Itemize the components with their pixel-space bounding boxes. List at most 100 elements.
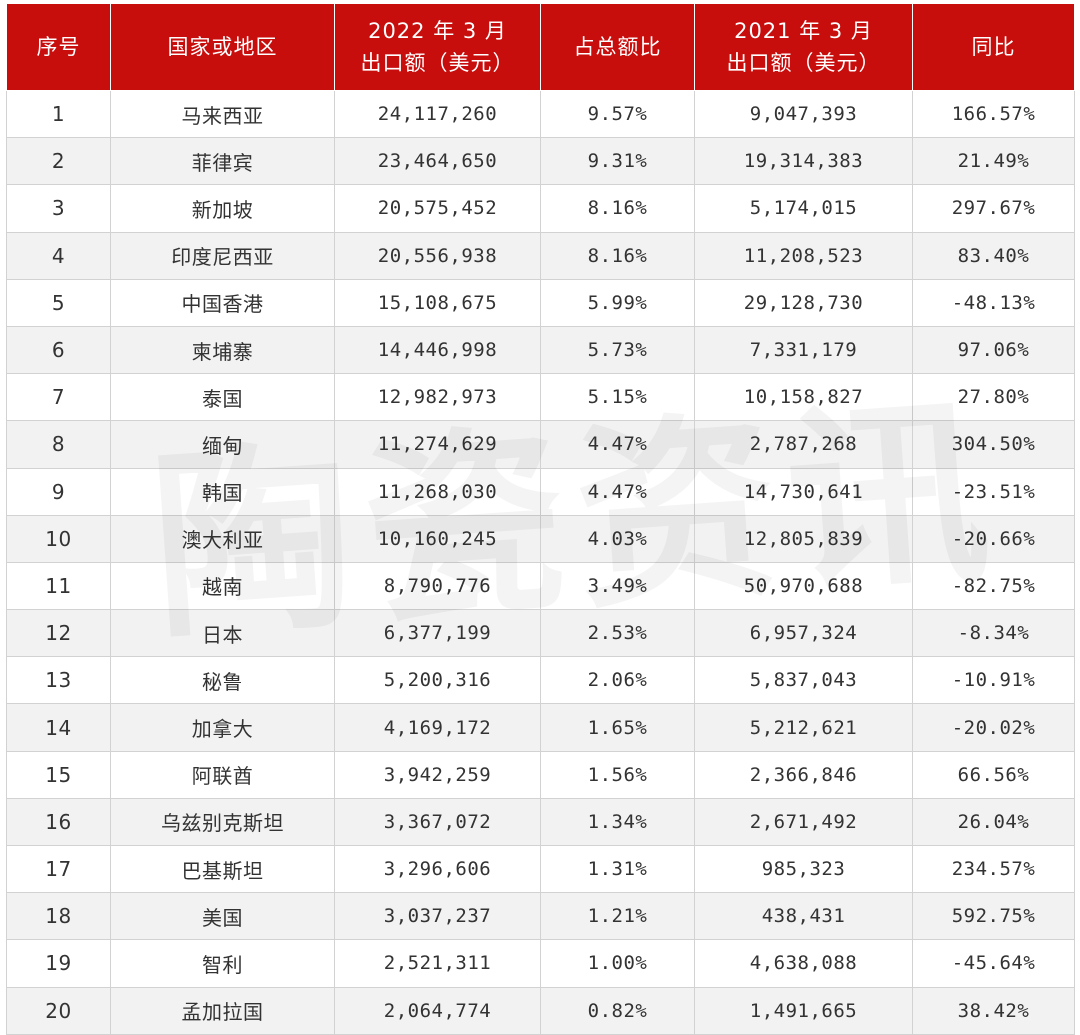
cell-share: 9.57%: [540, 89, 695, 139]
header-rank: 序号: [6, 3, 111, 91]
cell-share: 8.16%: [540, 184, 695, 233]
cell-country: 柬埔寨: [110, 325, 335, 375]
cell-export-2021: 50,970,688: [694, 561, 913, 611]
cell-export-2021: 29,128,730: [694, 278, 913, 327]
header-export-2021: 2021 年 3 月 出口额（美元）: [694, 3, 913, 91]
cell-export-2021: 5,837,043: [694, 656, 913, 705]
cell-share: 1.31%: [540, 844, 695, 894]
cell-rank: 9: [6, 467, 111, 516]
header-row: 序号 国家或地区 2022 年 3 月 出口额（美元） 占总额比 2021 年 …: [6, 3, 1075, 91]
table-row: 10 澳大利亚 10,160,245 4.03% 12,805,839 -20.66%: [6, 514, 1075, 563]
cell-rank: 20: [6, 986, 111, 1035]
header-export-2022: 2022 年 3 月 出口额（美元）: [334, 3, 541, 91]
cell-share: 1.65%: [540, 703, 695, 752]
cell-rank: 14: [6, 703, 111, 752]
cell-share: 1.21%: [540, 892, 695, 941]
cell-share: 3.49%: [540, 561, 695, 611]
cell-export-2022: 10,160,245: [334, 514, 541, 563]
export-ranking-table: 序号 国家或地区 2022 年 3 月 出口额（美元） 占总额比 2021 年 …: [6, 3, 1075, 1035]
cell-yoy: -82.75%: [912, 561, 1075, 611]
cell-country: 加拿大: [110, 703, 335, 752]
cell-export-2022: 6,377,199: [334, 609, 541, 658]
header-yoy: 同比: [912, 3, 1075, 91]
cell-country: 马来西亚: [110, 89, 335, 139]
cell-yoy: 234.57%: [912, 844, 1075, 894]
cell-export-2022: 24,117,260: [334, 89, 541, 139]
table-row: 15 阿联酋 3,942,259 1.56% 2,366,846 66.56%: [6, 750, 1075, 799]
cell-export-2021: 5,212,621: [694, 703, 913, 752]
table-row: 9 韩国 11,268,030 4.47% 14,730,641 -23.51%: [6, 467, 1075, 516]
cell-export-2022: 2,521,311: [334, 939, 541, 988]
cell-yoy: 166.57%: [912, 89, 1075, 139]
cell-rank: 4: [6, 231, 111, 280]
cell-export-2021: 10,158,827: [694, 373, 913, 422]
cell-rank: 10: [6, 514, 111, 563]
table-row: 17 巴基斯坦 3,296,606 1.31% 985,323 234.57%: [6, 844, 1075, 894]
cell-export-2022: 11,274,629: [334, 420, 541, 469]
cell-export-2021: 4,638,088: [694, 939, 913, 988]
cell-rank: 11: [6, 561, 111, 611]
cell-yoy: -23.51%: [912, 467, 1075, 516]
cell-share: 0.82%: [540, 986, 695, 1035]
header-export-2021-period: 2021 年 3 月: [734, 19, 873, 43]
cell-export-2022: 20,575,452: [334, 184, 541, 233]
cell-country: 孟加拉国: [110, 986, 335, 1035]
cell-rank: 13: [6, 656, 111, 705]
cell-yoy: 27.80%: [912, 373, 1075, 422]
cell-country: 中国香港: [110, 278, 335, 327]
cell-export-2021: 11,208,523: [694, 231, 913, 280]
cell-export-2022: 15,108,675: [334, 278, 541, 327]
cell-country: 秘鲁: [110, 656, 335, 705]
cell-country: 美国: [110, 892, 335, 941]
table-row: 20 孟加拉国 2,064,774 0.82% 1,491,665 38.42%: [6, 986, 1075, 1035]
cell-country: 智利: [110, 939, 335, 988]
cell-rank: 17: [6, 844, 111, 894]
cell-export-2022: 3,942,259: [334, 750, 541, 799]
cell-export-2021: 19,314,383: [694, 137, 913, 186]
cell-yoy: 26.04%: [912, 797, 1075, 847]
cell-yoy: -45.64%: [912, 939, 1075, 988]
cell-export-2021: 5,174,015: [694, 184, 913, 233]
cell-share: 5.15%: [540, 373, 695, 422]
cell-export-2021: 7,331,179: [694, 325, 913, 375]
table-row: 8 缅甸 11,274,629 4.47% 2,787,268 304.50%: [6, 420, 1075, 469]
cell-export-2022: 5,200,316: [334, 656, 541, 705]
table-row: 13 秘鲁 5,200,316 2.06% 5,837,043 -10.91%: [6, 656, 1075, 705]
cell-country: 越南: [110, 561, 335, 611]
cell-rank: 12: [6, 609, 111, 658]
cell-export-2021: 6,957,324: [694, 609, 913, 658]
header-yoy-label: 同比: [971, 35, 1016, 59]
cell-country: 阿联酋: [110, 750, 335, 799]
header-export-2022-period: 2022 年 3 月: [368, 19, 507, 43]
cell-rank: 18: [6, 892, 111, 941]
cell-rank: 1: [6, 89, 111, 139]
header-country: 国家或地区: [110, 3, 335, 91]
table-row: 16 乌兹别克斯坦 3,367,072 1.34% 2,671,492 26.04%: [6, 797, 1075, 847]
cell-export-2022: 4,169,172: [334, 703, 541, 752]
cell-yoy: 66.56%: [912, 750, 1075, 799]
cell-yoy: 97.06%: [912, 325, 1075, 375]
cell-rank: 3: [6, 184, 111, 233]
cell-yoy: -48.13%: [912, 278, 1075, 327]
cell-country: 缅甸: [110, 420, 335, 469]
cell-export-2022: 3,296,606: [334, 844, 541, 894]
cell-share: 8.16%: [540, 231, 695, 280]
cell-yoy: 38.42%: [912, 986, 1075, 1035]
cell-export-2021: 1,491,665: [694, 986, 913, 1035]
table-row: 1 马来西亚 24,117,260 9.57% 9,047,393 166.57%: [6, 89, 1075, 139]
table-row: 2 菲律宾 23,464,650 9.31% 19,314,383 21.49%: [6, 137, 1075, 186]
cell-yoy: 304.50%: [912, 420, 1075, 469]
cell-export-2022: 12,982,973: [334, 373, 541, 422]
table-body: 1 马来西亚 24,117,260 9.57% 9,047,393 166.57% 2 菲律宾…: [6, 89, 1075, 1035]
table-row: 3 新加坡 20,575,452 8.16% 5,174,015 297.67%: [6, 184, 1075, 233]
table-row: 4 印度尼西亚 20,556,938 8.16% 11,208,523 83.40%: [6, 231, 1075, 280]
cell-export-2022: 23,464,650: [334, 137, 541, 186]
header-rank-label: 序号: [36, 35, 81, 59]
cell-country: 印度尼西亚: [110, 231, 335, 280]
export-table-container: 序号 国家或地区 2022 年 3 月 出口额（美元） 占总额比 2021 年 …: [6, 3, 1075, 1035]
table-row: 19 智利 2,521,311 1.00% 4,638,088 -45.64%: [6, 939, 1075, 988]
table-row: 18 美国 3,037,237 1.21% 438,431 592.75%: [6, 892, 1075, 941]
cell-country: 泰国: [110, 373, 335, 422]
cell-export-2022: 14,446,998: [334, 325, 541, 375]
cell-share: 2.53%: [540, 609, 695, 658]
